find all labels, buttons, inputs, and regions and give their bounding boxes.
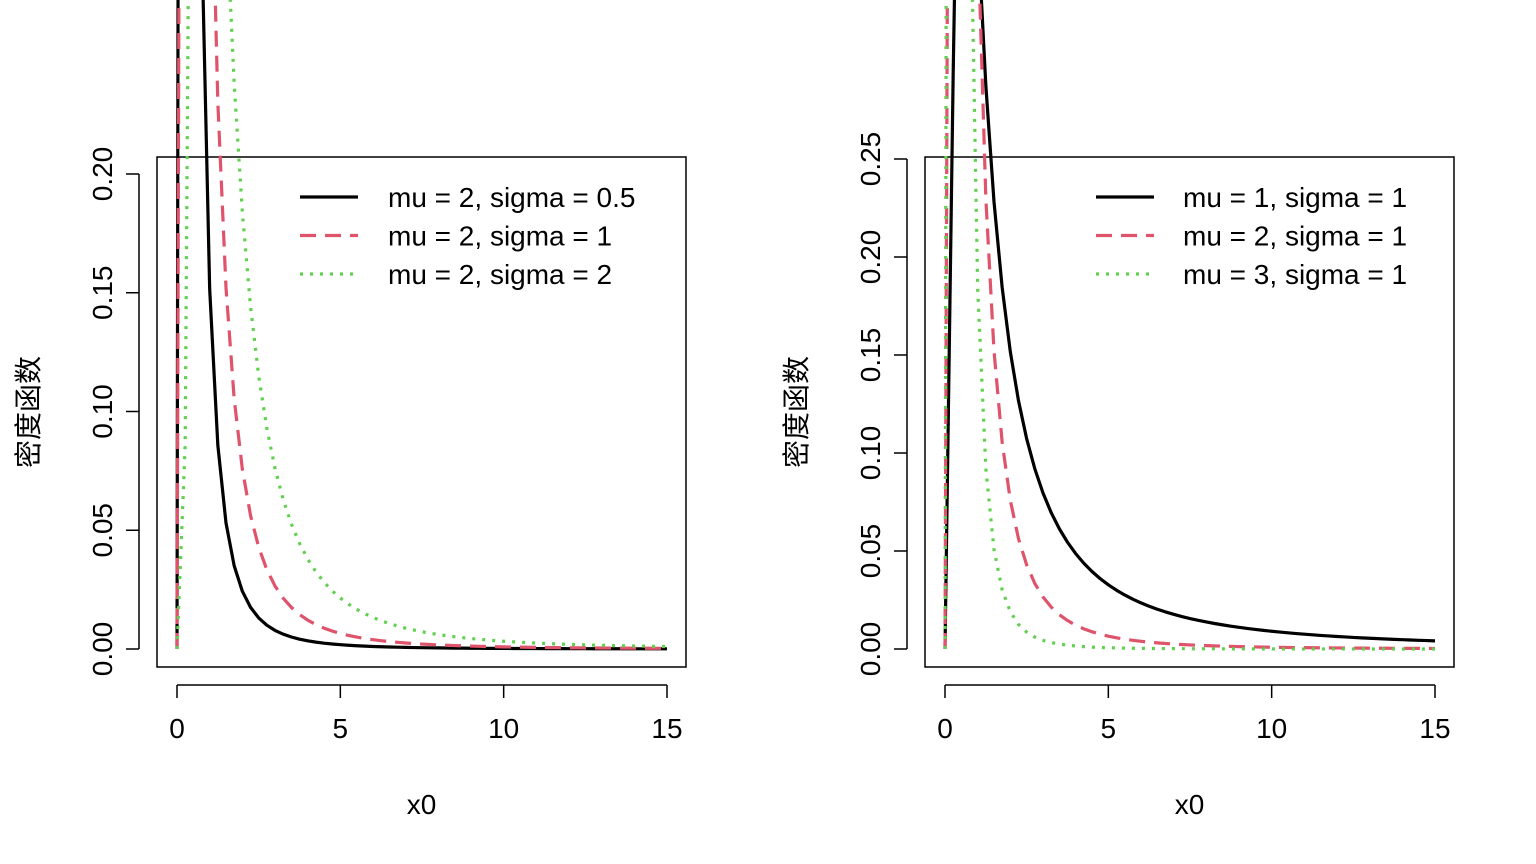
legend-label-2: mu = 2, sigma = 1 (1183, 221, 1407, 252)
x-tick-label: 10 (1256, 713, 1287, 744)
series-layer (175, 0, 668, 651)
series-line-2 (943, 0, 1436, 651)
x-tick-label: 15 (651, 713, 682, 744)
legend-label-1: mu = 1, sigma = 1 (1183, 182, 1407, 213)
legend-label-3: mu = 3, sigma = 1 (1183, 259, 1407, 290)
plot-frame (924, 156, 1455, 668)
x-tick-label: 5 (333, 713, 349, 744)
y-tick-label: 0.15 (855, 328, 886, 383)
legend-label-2: mu = 2, sigma = 1 (388, 221, 612, 252)
y-tick-label: 0.00 (87, 622, 118, 677)
y-axis-label: 密度函数 (781, 356, 812, 468)
y-tick-label: 0.05 (87, 503, 118, 558)
y-tick-label: 0.00 (855, 622, 886, 677)
legend-label-3: mu = 2, sigma = 2 (388, 259, 612, 290)
x-axis-label: x0 (407, 789, 437, 820)
plot-frame (156, 156, 687, 668)
series-line-1 (943, 0, 1436, 650)
series-layer (943, 0, 1436, 651)
x-tick-label: 0 (937, 713, 953, 744)
y-tick-label: 0.10 (855, 426, 886, 481)
y-tick-label: 0.20 (87, 147, 118, 202)
series-line-2 (175, 0, 668, 650)
x-tick-label: 0 (169, 713, 185, 744)
y-tick-label: 0.25 (855, 132, 886, 187)
x-tick-label: 5 (1101, 713, 1117, 744)
chart-panel-right: 0 5 10 15 0.00 0.05 0.10 0.15 0.20 0.25 x0 密度函数 m… (781, 0, 1455, 820)
legend-label-1: mu = 2, sigma = 0.5 (388, 182, 635, 213)
legend: mu = 1, sigma = 1 mu = 2, sigma = 1 mu = 3… (1096, 182, 1407, 290)
series-line-3 (943, 0, 1435, 651)
y-tick-label: 0.20 (855, 230, 886, 285)
legend: mu = 2, sigma = 0.5 mu = 2, sigma = 1 mu =… (300, 182, 635, 290)
x-tick-label: 15 (1419, 713, 1450, 744)
chart-panel-left: 0 5 10 15 0.00 0.05 0.10 0.15 0.20 x0 密度函数 mu = … (13, 0, 687, 820)
y-tick-label: 0.15 (87, 266, 118, 321)
x-axis-label: x0 (1175, 789, 1205, 820)
series-line-1 (175, 0, 668, 651)
y-axis-label: 密度函数 (13, 356, 44, 468)
y-tick-label: 0.10 (87, 384, 118, 439)
x-tick-label: 10 (488, 713, 519, 744)
axes-layer: 0 5 10 15 0.00 0.05 0.10 0.15 0.20 (87, 147, 683, 744)
y-tick-label: 0.05 (855, 524, 886, 579)
series-line-3 (175, 0, 668, 650)
axes-layer: 0 5 10 15 0.00 0.05 0.10 0.15 0.20 0.25 (855, 132, 1451, 744)
